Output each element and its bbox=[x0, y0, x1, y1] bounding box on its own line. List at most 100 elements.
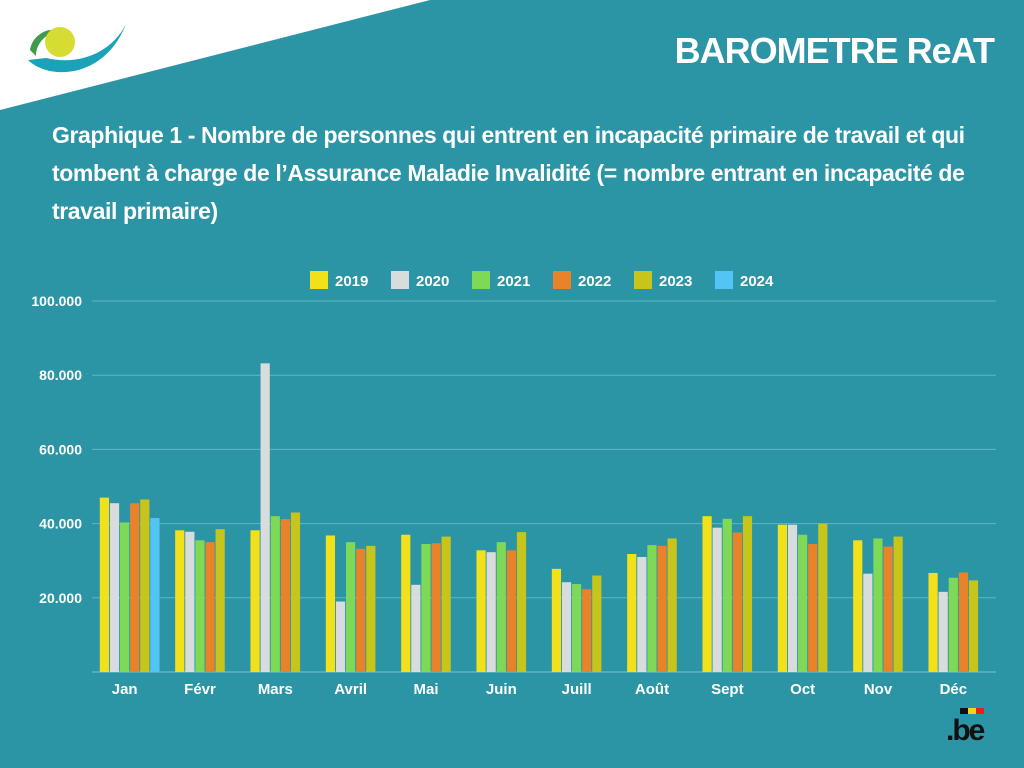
bar-2020-10 bbox=[863, 573, 873, 672]
bar-2020-5 bbox=[486, 552, 496, 672]
bar-2020-11 bbox=[938, 591, 948, 672]
legend-item-2019: 2019 bbox=[310, 271, 368, 290]
bar-2021-9 bbox=[798, 534, 808, 672]
bar-2021-10 bbox=[873, 538, 883, 672]
x-tick-label: Sept bbox=[711, 681, 744, 698]
bar-2020-3 bbox=[335, 601, 346, 672]
legend-item-2022: 2022 bbox=[553, 271, 611, 290]
bar-2019-5 bbox=[476, 550, 486, 672]
x-tick-label: Mai bbox=[413, 681, 438, 698]
bar-2022-10 bbox=[883, 546, 893, 672]
bar-2023-3 bbox=[366, 545, 376, 672]
bar-2023-10 bbox=[893, 536, 903, 672]
bar-2019-9 bbox=[777, 524, 788, 672]
bar-2022-6 bbox=[582, 589, 592, 672]
x-axis-ticks: Jan Févr Mars Avril Mai Juin Juill Août Sept Oct N… bbox=[112, 681, 967, 698]
bar-2022-2 bbox=[280, 519, 290, 672]
bar-2023-9 bbox=[818, 523, 828, 672]
legend-swatch bbox=[310, 271, 328, 289]
bar-2023-8 bbox=[742, 516, 753, 672]
bar-2023-2 bbox=[290, 512, 301, 672]
be-flag-red-icon bbox=[976, 708, 984, 714]
chart-gridlines bbox=[92, 300, 996, 673]
bar-2023-4 bbox=[441, 536, 451, 672]
legend-label: 2023 bbox=[659, 273, 692, 290]
bar-2022-4 bbox=[431, 543, 441, 672]
legend-item-2020: 2020 bbox=[391, 271, 449, 290]
bar-2020-9 bbox=[787, 524, 798, 672]
bar-2019-6 bbox=[551, 568, 562, 672]
bar-2019-2 bbox=[250, 530, 260, 672]
y-tick-label: 60.000 bbox=[39, 441, 82, 457]
inami-logo bbox=[28, 24, 126, 73]
bar-2020-6 bbox=[561, 582, 572, 672]
legend-swatch bbox=[472, 271, 490, 289]
x-tick-label: Août bbox=[635, 681, 669, 698]
y-axis-ticks: 20.000 40.000 60.000 80.000 100.000 bbox=[31, 293, 82, 606]
x-tick-label: Avril bbox=[334, 681, 367, 698]
y-tick-label: 40.000 bbox=[39, 516, 82, 532]
y-tick-label: 80.000 bbox=[39, 367, 82, 383]
legend-label: 2022 bbox=[578, 273, 611, 290]
bar-2021-6 bbox=[572, 584, 582, 672]
bar-2019-3 bbox=[325, 535, 336, 672]
brand-title: BAROMETRE ReAT bbox=[674, 30, 995, 71]
bar-2021-7 bbox=[647, 545, 657, 672]
x-tick-label: Oct bbox=[790, 681, 815, 698]
logo-sun-icon bbox=[45, 27, 75, 57]
x-tick-label: Jan bbox=[112, 681, 138, 698]
bar-2021-2 bbox=[270, 516, 280, 672]
be-logo: .be bbox=[946, 708, 987, 744]
legend-label: 2019 bbox=[335, 273, 368, 290]
bar-2023-6 bbox=[592, 575, 602, 672]
legend-item-2021: 2021 bbox=[472, 271, 530, 290]
logo-leaf-icon bbox=[30, 29, 56, 56]
bar-2023-5 bbox=[516, 532, 527, 672]
bar-2020-8 bbox=[712, 527, 722, 672]
legend-swatch bbox=[715, 271, 733, 289]
bar-2023-7 bbox=[667, 538, 677, 672]
corner-banner bbox=[0, 0, 430, 110]
legend-swatch bbox=[391, 271, 409, 289]
bar-2019-8 bbox=[702, 516, 712, 672]
x-tick-label: Déc bbox=[940, 681, 968, 698]
bar-2021-1 bbox=[195, 540, 205, 672]
chart-bars bbox=[99, 363, 979, 672]
legend-label: 2021 bbox=[497, 273, 530, 290]
bar-2020-7 bbox=[637, 556, 647, 672]
bar-2022-5 bbox=[506, 550, 516, 672]
bar-2021-4 bbox=[421, 544, 431, 672]
legend-label: 2020 bbox=[416, 273, 449, 290]
be-logo-text: .be bbox=[946, 714, 985, 744]
legend-label: 2024 bbox=[740, 273, 774, 290]
legend-item-2023: 2023 bbox=[634, 271, 692, 290]
bar-2021-3 bbox=[346, 542, 356, 672]
bar-2019-4 bbox=[401, 534, 411, 672]
bar-2021-5 bbox=[496, 542, 506, 672]
bar-2020-0 bbox=[109, 503, 120, 672]
bar-2022-3 bbox=[356, 548, 366, 672]
x-tick-label: Mars bbox=[258, 681, 293, 698]
bar-2023-1 bbox=[215, 529, 225, 672]
bar-2022-11 bbox=[958, 572, 968, 672]
bar-2019-7 bbox=[627, 554, 637, 672]
bar-2022-8 bbox=[732, 532, 742, 672]
legend-swatch bbox=[553, 271, 571, 289]
x-tick-label: Juin bbox=[486, 681, 517, 698]
bar-2020-1 bbox=[185, 531, 195, 672]
bar-2020-2 bbox=[260, 363, 270, 672]
bar-2023-11 bbox=[968, 580, 979, 672]
legend-swatch bbox=[634, 271, 652, 289]
bar-2023-0 bbox=[140, 499, 150, 672]
bar-2022-0 bbox=[130, 503, 140, 672]
chart-title: Graphique 1 - Nombre de personnes qui en… bbox=[52, 122, 965, 224]
bar-2022-7 bbox=[657, 545, 667, 672]
logo-eye-arc-icon bbox=[28, 24, 126, 73]
bar-2019-0 bbox=[99, 497, 110, 672]
bar-2021-11 bbox=[948, 577, 958, 672]
bar-2019-1 bbox=[175, 530, 185, 672]
chart-legend: 2019 2020 2021 2022 2023 2024 bbox=[310, 271, 774, 290]
bar-2019-10 bbox=[853, 540, 863, 672]
bar-2020-4 bbox=[411, 584, 421, 672]
